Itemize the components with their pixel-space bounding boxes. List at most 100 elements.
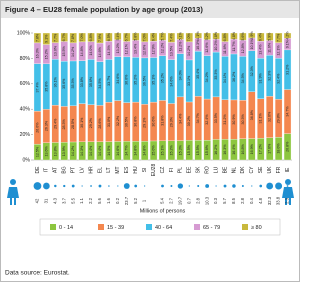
value-label: 13.5% [169, 45, 173, 56]
value-label: 34.0% [178, 69, 182, 80]
bar-segment [123, 32, 131, 42]
bar-segment [78, 32, 86, 43]
value-label: 35.3% [71, 77, 75, 88]
value-label: 5.8% [134, 32, 138, 41]
value-label: 34.1% [223, 72, 227, 83]
value-label: 36.8% [250, 109, 254, 120]
bar-segment [158, 32, 167, 41]
x-tick-label: DK [240, 166, 246, 174]
x-tick-label: CY [249, 166, 255, 174]
value-label: 11.2% [178, 41, 182, 52]
population-bubble [205, 184, 210, 188]
bar-segment [266, 32, 274, 41]
value-label: 14.0% [89, 45, 93, 56]
population-bubble [266, 182, 274, 190]
value-label: 9.1% [285, 39, 289, 48]
population-bubble [33, 182, 42, 190]
value-label: 12.5% [35, 146, 39, 157]
x-tick-label: SE [258, 166, 264, 173]
x-tick-label: ES [124, 166, 130, 173]
value-label: 9.1% [44, 34, 48, 43]
value-label: 31.2% [223, 114, 227, 125]
value-label: 35.4% [196, 68, 200, 79]
bar-segment [248, 32, 256, 39]
value-label: 15.2% [44, 48, 48, 59]
value-label: 5.7% [160, 32, 164, 41]
value-label: 4.8% [214, 31, 218, 40]
x-tick-label: LT [106, 167, 112, 172]
value-label: 29.4% [53, 118, 57, 129]
value-label: 35.8% [44, 81, 48, 92]
population-bubble [134, 184, 138, 188]
value-label: 13.2% [116, 42, 120, 53]
value-label: 5.6% [241, 32, 245, 41]
bar-segment [96, 32, 104, 44]
value-label: 7.9% [98, 33, 102, 42]
value-label: 30.6% [152, 116, 156, 127]
legend-swatch [194, 224, 200, 230]
y-tick-label: 0% [23, 157, 31, 163]
population-label: 23.7 [124, 196, 129, 205]
bar-segment [167, 32, 176, 43]
value-label: 5.2% [205, 31, 209, 40]
population-label: 5.7 [222, 197, 227, 203]
value-label: 7.0% [143, 33, 147, 42]
value-label: 36.2% [232, 71, 236, 82]
bar-segment [274, 32, 283, 43]
population-label: 2.8 [240, 197, 245, 203]
value-label: 29.2% [89, 117, 93, 128]
value-label: 7.7% [277, 33, 281, 42]
x-tick-label: BG [62, 166, 68, 173]
population-label: 2.2 [88, 197, 93, 203]
value-label: 16.9% [250, 143, 254, 154]
bar-segment [221, 32, 229, 42]
value-label: 17.2% [259, 143, 263, 154]
population-bubble [251, 185, 253, 187]
bar-segment [176, 32, 184, 40]
value-label: 6.7% [62, 32, 66, 41]
bar-segment [185, 32, 193, 43]
bar-segment [257, 32, 265, 42]
value-label: 15.5% [187, 144, 191, 155]
population-label: 0.7 [186, 197, 191, 203]
population-label: 5.5 [70, 197, 75, 203]
value-label: 35.3% [214, 69, 218, 80]
value-label: 30.8% [134, 116, 138, 127]
value-label: 16.4% [232, 144, 236, 155]
population-label: 32.3 [267, 196, 272, 205]
y-tick-label: 60% [20, 81, 31, 87]
population-bubble [81, 185, 83, 187]
value-label: 35.1% [152, 74, 156, 85]
population-label: 1 [142, 199, 147, 202]
population-bubble [54, 184, 57, 188]
value-label: 13.9% [62, 145, 66, 156]
value-label: 36.0% [125, 74, 129, 85]
x-tick-label: HU [133, 166, 139, 174]
population-bubble [197, 184, 200, 188]
population-label: 0.3 [213, 197, 218, 203]
population-label: 4.8 [258, 197, 263, 203]
value-label: 5.4% [116, 32, 120, 41]
x-tick-label: MT [115, 166, 121, 173]
value-label: 13.0% [53, 45, 57, 56]
population-label: 0.4 [249, 197, 254, 203]
value-label: 12.1% [277, 45, 281, 56]
value-label: 32.3% [250, 65, 254, 76]
bar-segment [51, 32, 59, 43]
value-label: 31.2% [285, 64, 289, 75]
bar-segment [149, 32, 158, 42]
value-label: 32.2% [116, 115, 120, 126]
value-label: 6.4% [152, 32, 156, 41]
x-tick-label: EL [97, 167, 103, 173]
x-tick-label: FI [169, 168, 175, 172]
population-bubble [63, 184, 66, 188]
value-label: 13.4% [259, 44, 263, 55]
value-label: 32.4% [205, 114, 209, 125]
population-bubble [275, 182, 283, 190]
value-label: 32.4% [277, 73, 281, 84]
population-label: 2.7 [169, 197, 174, 203]
value-label: 18.0% [277, 143, 281, 154]
bar-segment [194, 32, 202, 39]
value-label: 4.2% [285, 31, 289, 40]
female-icon-right [282, 179, 294, 205]
